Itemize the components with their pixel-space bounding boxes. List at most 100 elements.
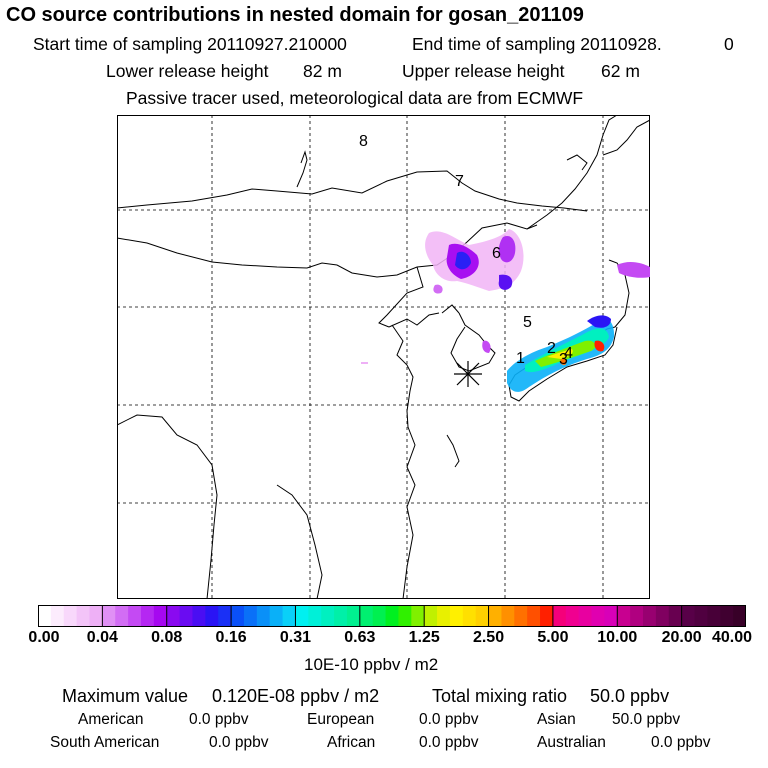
colorbar-cell [527,605,541,627]
region-label-6: 6 [492,245,501,262]
colorbar-cell [38,605,52,627]
colorbar-cell [359,605,374,627]
colorbar-cell [398,605,412,627]
colorbar-cell [115,605,129,627]
colorbar-cell [346,605,361,627]
colorbar-cell [372,605,387,627]
colorbar-tick-label: 20.00 [661,629,702,646]
colorbar-cell [321,605,335,627]
region-label-3: 3 [559,351,568,368]
colorbar-cell [140,605,155,627]
region-labels: 8 7 6 5 1 2 3 4 [359,133,573,368]
colorbar-cell [514,605,528,627]
region-label-4: 4 [564,345,573,362]
coastlines-and-borders [117,115,650,599]
colorbar-tick-label: 0.00 [28,629,60,646]
colorbar-tick-label: 0.63 [344,629,376,646]
start-time-label: Start time of sampling 20110927.210000 [33,34,347,54]
colorbar-cell [102,605,116,627]
region-label-5: 5 [523,314,532,331]
colorbar-cell [334,605,348,627]
total-mixing-label: Total mixing ratio [432,686,568,706]
contribution-plumes [361,229,650,392]
region-label-7: 7 [455,173,464,190]
colorbar-cell [411,605,425,627]
region-value-asian: 50.0 ppbv [612,711,681,728]
colorbar-cell [694,605,708,627]
colorbar-cell [89,605,103,627]
colorbar-cell [192,605,206,627]
colorbar-cell [179,605,194,627]
colorbar-cell [295,605,309,627]
region-name-european: European [307,711,375,728]
colorbar-tick-label: 1.25 [408,629,440,646]
colorbar-cell [540,605,554,627]
colorbar-cell [166,605,181,627]
region-name-asian: Asian [537,711,576,728]
colorbar-tick-label: 10.00 [597,629,638,646]
colorbar-cell [630,605,644,627]
max-value-label: Maximum value [62,686,189,706]
lower-release-value: 82 m [303,61,342,81]
upper-release-label: Upper release height [402,61,565,81]
region-value-african: 0.0 ppbv [419,734,479,751]
total-mixing-value: 50.0 ppbv [590,686,670,706]
colorbar-cell [462,605,477,627]
colorbar [38,605,746,627]
end-time-label: End time of sampling 20110928. [412,34,662,54]
region-name-african: African [327,734,376,751]
tracer-note: Passive tracer used, meteorological data… [126,88,584,108]
max-value: 0.120E-08 ppbv / m2 [212,686,380,706]
colorbar-cell [475,605,490,627]
colorbar-tick-label: 0.04 [86,629,118,646]
upper-release-value: 62 m [601,61,640,81]
colorbar-tick-label: 2.50 [472,629,505,646]
region-value-american: 0.0 ppbv [189,711,249,728]
colorbar-cell [655,605,670,627]
colorbar-cell [308,605,322,627]
region-label-8: 8 [359,133,368,150]
region-value-australian: 0.0 ppbv [651,734,711,751]
colorbar-cell [578,605,593,627]
lat-lon-grid [117,115,650,599]
receptor-marker [454,361,482,387]
region-label-1: 1 [516,350,525,367]
colorbar-cell [385,605,400,627]
colorbar-cell [243,605,258,627]
colorbar-cell [256,605,271,627]
colorbar-cell [617,605,631,627]
region-name-south-american: South American [50,734,160,751]
colorbar-cell [128,605,142,627]
colorbar-cell [668,605,683,627]
map-title: CO source contributions in nested domain… [6,4,584,26]
colorbar-cell [552,605,567,627]
colorbar-cell [733,605,746,627]
colorbar-cell [437,605,451,627]
colorbar-cell [231,605,245,627]
colorbar-cell [681,605,696,627]
colorbar-cell [488,605,503,627]
colorbar-cell [604,605,618,627]
source-contribution-map: 8 7 6 5 1 2 3 4 [117,115,650,599]
colorbar-cell [282,605,297,627]
colorbar-cell [720,605,734,627]
lower-release-label: Lower release height [106,61,269,81]
colorbar-cell [591,605,605,627]
region-value-european: 0.0 ppbv [419,711,479,728]
end-time-suffix: 0 [724,34,734,54]
colorbar-unit: 10E-10 ppbv / m2 [304,655,439,674]
colorbar-tick-label: 0.31 [279,629,312,646]
colorbar-cell [501,605,515,627]
colorbar-cell [449,605,464,627]
colorbar-cell [424,605,438,627]
colorbar-cell [63,605,78,627]
colorbar-cell [565,605,580,627]
colorbar-tick-label: 40.00 [711,629,753,646]
colorbar-cell [707,605,721,627]
region-name-american: American [78,711,144,728]
colorbar-cell [76,605,91,627]
colorbar-cell [153,605,168,627]
colorbar-tick-label: 0.16 [215,629,247,646]
region-value-south-american: 0.0 ppbv [209,734,269,751]
region-label-2: 2 [547,340,556,357]
